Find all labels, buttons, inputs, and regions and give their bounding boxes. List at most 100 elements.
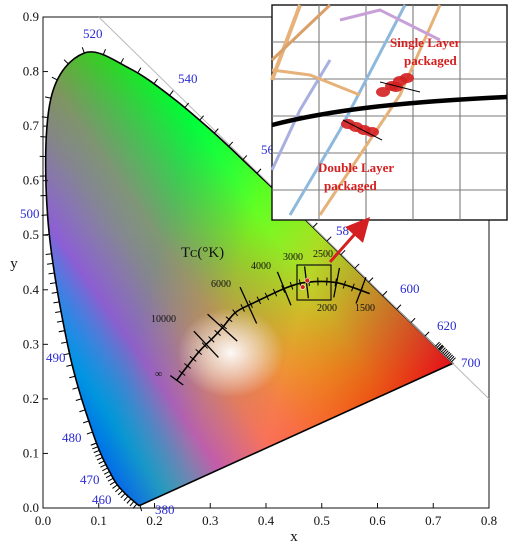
cct-label: 2500 xyxy=(313,249,333,260)
planckian-minor-tick xyxy=(232,309,239,317)
spectral-locus-tick xyxy=(102,48,106,55)
y-tick-label: 0.6 xyxy=(23,173,40,188)
spectral-locus-tick xyxy=(75,398,82,401)
y-tick-label: 0.8 xyxy=(23,64,39,79)
inset-isotherm-orange xyxy=(271,68,361,97)
planckian-minor-tick xyxy=(272,288,278,297)
spectral-locus-tick xyxy=(199,115,205,121)
spectral-locus-tick xyxy=(96,457,103,461)
inset-isotherm-violet xyxy=(339,8,441,42)
planckian-minor-tick xyxy=(195,348,203,356)
planckian-minor-tick xyxy=(248,300,253,309)
spectral-locus-tick xyxy=(340,249,346,255)
planckian-minor-tick xyxy=(189,356,197,362)
spectral-locus-tick xyxy=(228,141,234,147)
spectral-locus-tick xyxy=(46,262,54,265)
planckian-isotherm xyxy=(276,271,292,306)
measured-point xyxy=(300,284,306,290)
y-tick-label: 0.0 xyxy=(23,500,39,515)
wavelength-label: 620 xyxy=(437,318,457,333)
x-tick-label: 0.0 xyxy=(35,513,51,528)
spectral-locus-tick xyxy=(443,350,449,356)
y-tick-label: 0.7 xyxy=(23,118,40,133)
planckian-minor-tick xyxy=(208,336,215,343)
inset-double-label-1: Double Layer xyxy=(318,160,394,175)
planckian-minor-tick xyxy=(256,296,262,305)
spectral-locus-tick xyxy=(51,76,58,81)
cct-label: ∞ xyxy=(155,369,162,380)
spectral-locus-tick xyxy=(439,345,445,351)
planckian-minor-tick xyxy=(220,323,227,330)
spectral-locus-tick xyxy=(242,155,248,161)
wavelength-label: 700 xyxy=(461,355,481,370)
x-tick-label: 0.6 xyxy=(369,513,386,528)
spectral-locus-tick xyxy=(81,47,85,54)
inset-single-label-2: packaged xyxy=(404,53,458,68)
planckian-minor-tick xyxy=(214,329,221,337)
y-tick-label: 0.3 xyxy=(23,336,39,351)
spectral-locus-tick xyxy=(69,375,76,379)
spectral-locus-tick xyxy=(48,272,55,275)
wavelength-label: 500 xyxy=(20,206,40,221)
planckian-isotherm xyxy=(169,375,184,386)
wavelength-label: 380 xyxy=(155,502,175,517)
spectral-locus-tick xyxy=(100,464,107,468)
spectral-locus-tick xyxy=(55,310,62,314)
spectral-locus-tick xyxy=(107,477,114,482)
spectral-locus-tick xyxy=(105,474,112,479)
planckian-locus xyxy=(169,266,370,386)
spectral-locus-tick xyxy=(446,353,452,359)
spectral-locus-tick xyxy=(120,58,125,64)
spectral-locus-tick xyxy=(45,253,52,255)
cct-label: 4000 xyxy=(251,261,271,272)
zoom-arrow xyxy=(328,217,370,263)
spectral-locus-tick xyxy=(132,503,138,509)
spectral-locus-tick xyxy=(123,495,129,502)
spectral-locus-tick xyxy=(102,467,108,472)
wavelength-label: 56 xyxy=(261,142,275,157)
inset-fit-line xyxy=(379,81,421,93)
wavelength-label: 460 xyxy=(92,492,112,507)
y-tick-label: 0.4 xyxy=(23,282,40,297)
spectral-locus-tick xyxy=(438,345,444,351)
planckian-minor-tick xyxy=(264,292,270,301)
cct-axis-label: Tᴄ(°K) xyxy=(181,245,224,261)
spectral-locus-tick xyxy=(72,387,79,390)
spectral-locus-tick xyxy=(79,409,86,413)
x-axis-label: x xyxy=(290,529,298,545)
planckian-minor-tick xyxy=(225,316,233,323)
planckian-minor-tick xyxy=(334,278,337,287)
planckian-minor-tick xyxy=(351,283,355,292)
inset-points xyxy=(341,73,421,141)
spectral-locus-tick xyxy=(66,364,73,367)
y-axis-label: y xyxy=(10,256,18,272)
x-tick-label: 0.5 xyxy=(314,513,330,528)
cct-label: 1500 xyxy=(355,303,375,314)
spectral-locus-tick xyxy=(56,320,63,323)
spectral-locus-tick xyxy=(117,490,123,496)
inset-single-layer-point xyxy=(376,87,390,97)
cct-label: 10000 xyxy=(151,314,176,325)
spectral-locus-tick xyxy=(103,470,110,475)
spectral-locus-tick xyxy=(112,484,118,489)
spectral-locus-tick xyxy=(109,481,116,486)
wavelength-label: 600 xyxy=(400,281,420,296)
wavelength-label: 480 xyxy=(62,430,82,445)
y-tick-label: 0.5 xyxy=(23,227,39,242)
spectral-locus-tick xyxy=(86,431,93,435)
x-tick-label: 0.7 xyxy=(425,513,442,528)
spectral-locus-tick xyxy=(153,78,158,85)
spectral-locus-tick xyxy=(53,301,60,304)
x-tick-label: 0.2 xyxy=(146,513,162,528)
spectral-locus-tick xyxy=(139,505,143,512)
x-tick-label: 0.4 xyxy=(258,513,275,528)
spectral-locus-tick xyxy=(326,236,332,242)
gamut-white-point xyxy=(131,253,322,414)
spectral-locus-tick xyxy=(98,460,105,465)
inset-isotherm-orange xyxy=(270,4,302,81)
wavelength-label: 540 xyxy=(178,71,198,86)
spectral-locus-tick xyxy=(95,453,102,457)
planckian-minor-tick xyxy=(281,285,286,293)
